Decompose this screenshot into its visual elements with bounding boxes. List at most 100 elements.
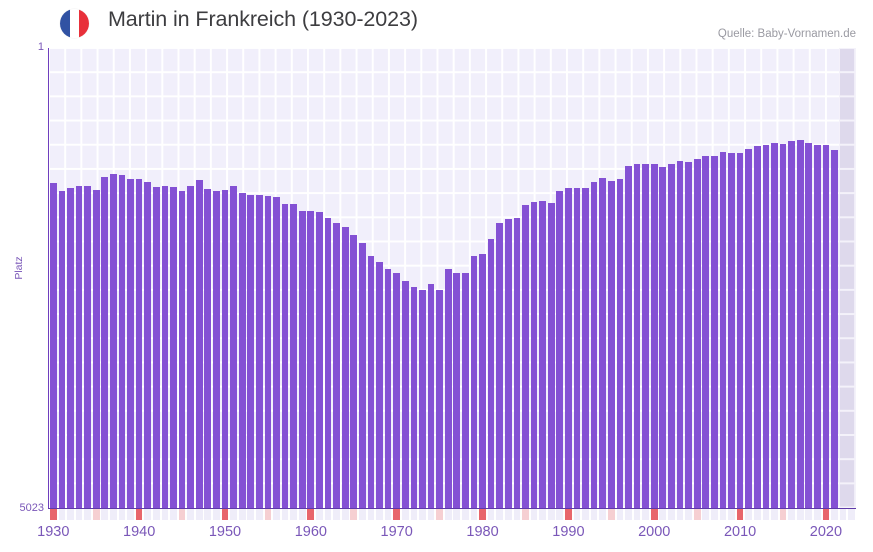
y-axis-tick-bottom: 5023: [19, 502, 44, 514]
x-axis-tick: [307, 509, 315, 520]
bar: [427, 284, 435, 508]
bar: [771, 143, 778, 508]
bar: [204, 189, 212, 508]
x-axis-tick: [573, 509, 581, 520]
x-axis-tick: [625, 509, 632, 520]
x-axis-tick-label: 1990: [552, 524, 585, 540]
x-axis-tick: [238, 509, 246, 520]
x-axis-tick: [779, 509, 787, 520]
bar: [101, 177, 109, 508]
x-axis-tick: [170, 509, 177, 520]
x-axis-tick: [118, 509, 126, 520]
flag-band-blue: [60, 9, 70, 38]
bar: [599, 178, 607, 508]
bar: [822, 145, 830, 508]
x-axis-tick: [290, 509, 297, 520]
bar: [513, 218, 521, 508]
x-axis-tick-label: 2010: [723, 524, 757, 540]
x-axis-tick: [685, 509, 692, 520]
bar: [281, 204, 289, 508]
x-axis-tick: [668, 509, 675, 520]
x-axis-tick: [788, 509, 795, 520]
bar: [607, 181, 615, 508]
x-axis-tick: [504, 509, 512, 520]
bar: [170, 187, 177, 508]
x-axis-tick: [539, 509, 546, 520]
y-axis-title: Platz: [13, 256, 25, 280]
bar: [67, 188, 74, 508]
bar: [419, 290, 426, 508]
x-axis-tick: [676, 509, 684, 520]
bar: [693, 159, 701, 508]
x-axis-tick: [650, 509, 658, 520]
bar: [359, 243, 366, 508]
bar: [238, 193, 246, 508]
bar: [642, 164, 649, 508]
bar: [556, 191, 564, 508]
bar: [273, 197, 280, 508]
bar: [650, 164, 658, 508]
x-axis-tick: [762, 509, 770, 520]
x-axis-tick: [728, 509, 735, 520]
bar: [264, 196, 272, 508]
x-axis-tick: [67, 509, 74, 520]
x-axis-tick: [49, 509, 57, 520]
x-axis-tick: [796, 509, 804, 520]
bar: [573, 188, 581, 508]
bar: [75, 186, 83, 508]
y-axis-tick-top: 1: [37, 41, 44, 53]
x-axis-tick: [462, 509, 469, 520]
bar: [367, 256, 375, 508]
x-axis-tick: [419, 509, 426, 520]
x-axis-tick: [359, 509, 366, 520]
x-axis-tick: [367, 509, 375, 520]
bar: [753, 146, 761, 508]
bar: [187, 186, 194, 508]
x-axis-tick: [590, 509, 598, 520]
x-axis-tick: [822, 509, 830, 520]
bar: [135, 179, 143, 508]
x-axis-tick: [384, 509, 392, 520]
bar: [341, 227, 349, 508]
bar: [127, 179, 134, 508]
x-axis-tick: [341, 509, 349, 520]
x-axis-tick: [848, 509, 856, 520]
bar: [453, 273, 461, 508]
bar: [144, 182, 152, 508]
x-axis-tick: [719, 509, 727, 520]
x-axis-tick-label: 1950: [208, 524, 242, 540]
bar: [539, 201, 546, 508]
x-axis-tick: [556, 509, 564, 520]
bar: [307, 211, 315, 508]
bar: [582, 188, 589, 508]
x-axis-tick: [333, 509, 340, 520]
bar: [462, 273, 469, 508]
france-flag-icon: [60, 9, 89, 38]
x-axis-tick: [127, 509, 134, 520]
x-axis-tick: [110, 509, 117, 520]
x-axis-tick: [316, 509, 323, 520]
bar: [736, 153, 744, 508]
bar: [496, 223, 504, 508]
x-axis-tick: [513, 509, 521, 520]
bar: [659, 167, 667, 508]
bar: [616, 179, 624, 508]
x-axis-tick: [161, 509, 169, 520]
chart-header: Martin in Frankreich (1930-2023) Quelle:…: [0, 0, 873, 46]
bar: [393, 273, 401, 508]
bar: [247, 195, 255, 508]
bar: [350, 235, 358, 508]
x-axis-tick: [487, 509, 495, 520]
bar: [58, 191, 66, 508]
bar: [504, 219, 512, 508]
bar: [565, 188, 572, 508]
x-axis-tick: [273, 509, 280, 520]
bar: [333, 223, 340, 508]
x-axis-tick: [607, 509, 615, 520]
x-axis-tick: [745, 509, 753, 520]
bar: [625, 166, 632, 508]
bar: [444, 269, 452, 508]
x-axis-tick: [582, 509, 589, 520]
x-axis-tick-label: 1960: [294, 524, 327, 540]
x-axis-tick-label: 2000: [638, 524, 671, 540]
